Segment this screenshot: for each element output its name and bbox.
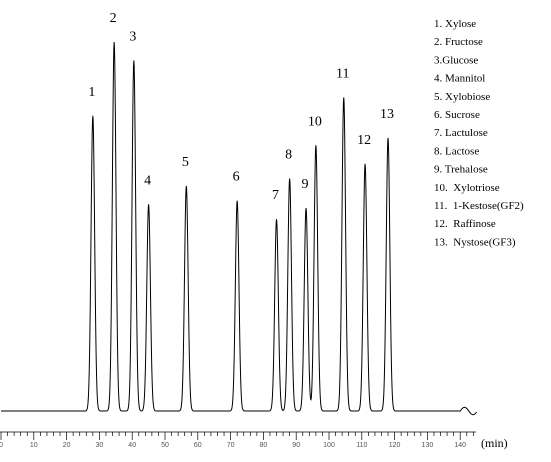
legend-entry: 3.Glucose	[434, 54, 478, 66]
peak-label-8: 8	[285, 148, 292, 163]
peak-label-12: 12	[357, 133, 371, 148]
x-tick-label-70: 70	[227, 442, 235, 449]
x-tick-label-10: 10	[30, 442, 38, 449]
legend-entry: 9. Trehalose	[434, 164, 488, 176]
legend-entry: 5. Xylobiose	[434, 91, 490, 103]
peak-label-7: 7	[272, 188, 279, 203]
x-tick-label-130: 130	[422, 442, 434, 449]
legend: 1. Xylose 2. Fructose 3.Glucose 4. Mannitol…	[434, 18, 524, 248]
legend-entry: 6. Sucrose	[434, 109, 480, 121]
x-axis-ticks	[0, 432, 474, 440]
x-tick-label-110: 110	[356, 442, 367, 449]
legend-entry: 10. Xylotriose	[434, 182, 500, 194]
peak-label-11: 11	[336, 66, 349, 81]
x-tick-label-120: 120	[389, 442, 401, 449]
peak-label-3: 3	[129, 29, 136, 44]
x-tick-label-20: 20	[63, 442, 71, 449]
x-axis-tick-labels: 0 10 20 30 40 50 60 70 80 90 100 110 120 130 140	[0, 442, 466, 449]
legend-entry: 12. Raffinose	[434, 218, 496, 230]
x-tick-label-90: 90	[292, 442, 300, 449]
x-axis-label: (min)	[481, 436, 508, 450]
x-tick-label-50: 50	[161, 442, 169, 449]
x-tick-label-100: 100	[323, 442, 335, 449]
x-tick-label-40: 40	[128, 442, 136, 449]
peak-label-1: 1	[88, 85, 95, 100]
legend-entry: 2. Fructose	[434, 36, 483, 48]
x-tick-label-0: 0	[0, 442, 3, 449]
x-tick-label-140: 140	[454, 442, 466, 449]
x-tick-label-60: 60	[194, 442, 202, 449]
peak-label-9: 9	[302, 177, 309, 192]
legend-entry: 1. Xylose	[434, 18, 476, 30]
x-tick-label-30: 30	[96, 442, 104, 449]
peak-label-13: 13	[380, 107, 394, 122]
x-tick-label-80: 80	[260, 442, 268, 449]
chromatogram-trace	[1, 41, 477, 416]
peak-label-2: 2	[110, 11, 117, 26]
legend-entry: 8. Lactose	[434, 145, 479, 157]
peak-label-10: 10	[308, 114, 322, 129]
peak-label-6: 6	[233, 170, 240, 185]
peak-label-5: 5	[182, 155, 189, 170]
peak-label-4: 4	[144, 173, 151, 188]
legend-entry: 4. Mannitol	[434, 73, 485, 85]
legend-entry: 11. 1-Kestose(GF2)	[434, 200, 524, 212]
legend-entry: 13. Nystose(GF3)	[434, 236, 516, 248]
legend-entry: 7. Lactulose	[434, 127, 488, 139]
